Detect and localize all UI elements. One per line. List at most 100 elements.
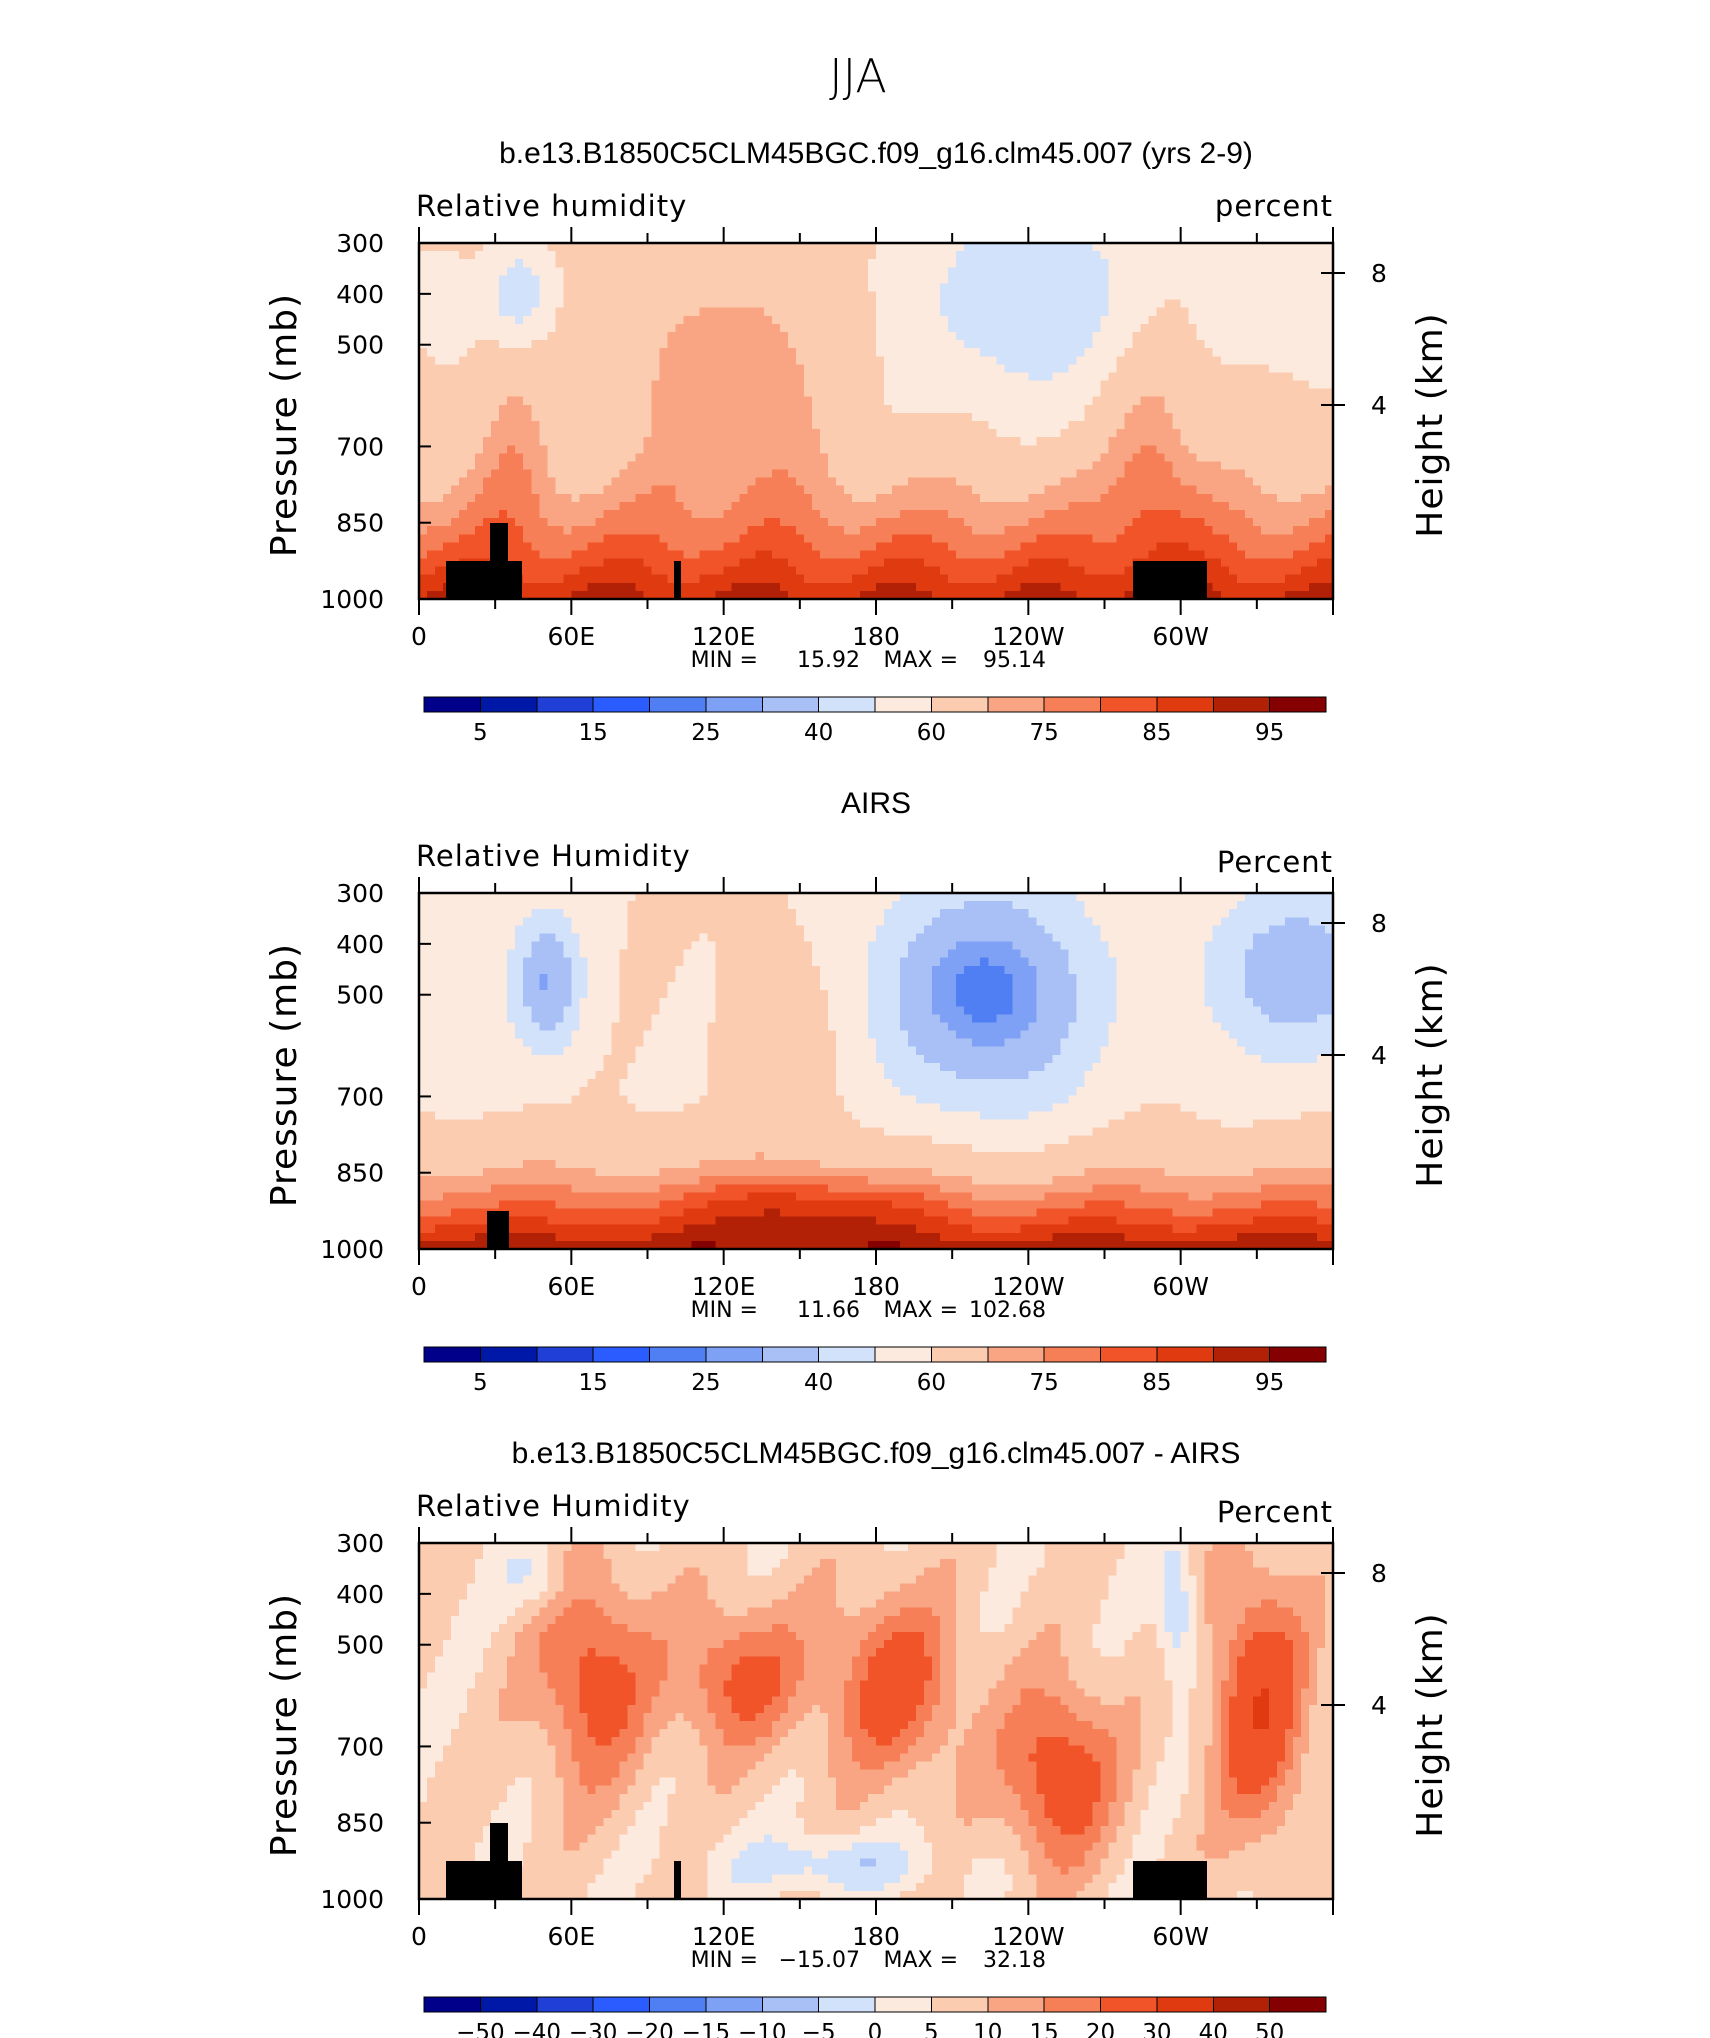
field-cell (1236, 323, 1246, 333)
field-cell (531, 453, 540, 463)
field-cell (675, 259, 685, 268)
field-cell (419, 380, 428, 390)
field-cell (1068, 251, 1078, 260)
field-cell (779, 590, 789, 600)
field-cell (659, 510, 669, 519)
field-cell (499, 307, 508, 317)
field-cell (419, 429, 428, 438)
field-cell (651, 388, 661, 398)
field-cell (707, 364, 717, 374)
field-cell (747, 574, 757, 584)
field-cell (563, 388, 572, 398)
field-cell (940, 259, 949, 268)
field-cell (1012, 364, 1021, 374)
field-cell (1260, 307, 1270, 317)
field-cell (1284, 542, 1294, 552)
field-cell (851, 364, 861, 374)
field-cell (1252, 372, 1262, 382)
field-cell (795, 477, 805, 487)
field-cell (731, 510, 741, 519)
field-cell (964, 421, 973, 430)
field-cell (964, 332, 973, 341)
field-cell (795, 429, 805, 438)
field-cell (1276, 582, 1286, 592)
field-cell (659, 267, 669, 276)
field-cell (1244, 356, 1254, 365)
field-cell (1324, 445, 1334, 454)
field-cell (523, 323, 532, 333)
field-cell (908, 307, 917, 317)
field-cell (1068, 259, 1078, 268)
field-cell (667, 243, 677, 252)
field-cell (964, 437, 973, 446)
field-cell (587, 574, 596, 584)
field-cell (739, 550, 749, 560)
field-cell (1180, 251, 1190, 260)
field-cell (475, 372, 484, 382)
field-cell (491, 469, 500, 479)
field-cell (1012, 291, 1021, 301)
field-cell (787, 461, 797, 471)
field-cell (1212, 283, 1222, 293)
field-cell (715, 332, 725, 341)
field-cell (563, 590, 572, 600)
field-cell (1108, 501, 1118, 511)
field-cell (699, 332, 709, 341)
field-cell (900, 453, 909, 463)
field-cell (627, 421, 637, 430)
field-cell (539, 526, 548, 535)
field-cell (691, 453, 701, 463)
field-cell (763, 485, 773, 495)
field-cell (603, 590, 613, 600)
field-cell (1052, 299, 1062, 309)
field-cell (1092, 590, 1102, 600)
field-cell (1116, 340, 1126, 349)
field-cell (779, 526, 789, 535)
field-cell (651, 299, 661, 309)
field-cell (859, 340, 869, 349)
field-cell (1260, 566, 1270, 576)
field-cell (731, 412, 741, 422)
field-cell (811, 518, 821, 527)
field-cell (707, 283, 717, 293)
field-cell (1196, 332, 1206, 341)
field-cell (876, 388, 885, 398)
field-cell (587, 453, 596, 463)
field-cell (691, 332, 701, 341)
field-cell (571, 404, 580, 414)
field-cell (1236, 461, 1246, 471)
field-cell (1204, 582, 1214, 592)
field-cell (1292, 275, 1302, 285)
field-cell (884, 291, 893, 301)
field-cell (1276, 267, 1286, 276)
field-cell (467, 396, 476, 406)
field-cell (571, 283, 580, 293)
field-cell (643, 372, 653, 382)
field-cell (451, 501, 460, 511)
field-cell (651, 275, 661, 285)
field-cell (1308, 412, 1318, 422)
field-cell (795, 534, 805, 543)
field-cell (1236, 421, 1246, 430)
field-cell (892, 356, 901, 365)
field-cell (419, 469, 428, 479)
field-cell (755, 388, 765, 398)
field-cell (1108, 267, 1118, 276)
field-cell (763, 251, 773, 260)
field-cell (1020, 477, 1029, 487)
field-cell (571, 348, 580, 357)
field-cell (739, 259, 749, 268)
field-cell (884, 574, 893, 584)
field-cell (643, 453, 653, 463)
field-cell (1124, 421, 1134, 430)
field-cell (1076, 299, 1086, 309)
field-cell (1220, 510, 1230, 519)
field-cell (859, 372, 869, 382)
field-cell (483, 275, 492, 285)
field-cell (867, 574, 877, 584)
field-cell (419, 526, 428, 535)
field-cell (691, 477, 701, 487)
field-cell (707, 550, 717, 560)
field-cell (996, 323, 1005, 333)
field-cell (900, 243, 909, 252)
